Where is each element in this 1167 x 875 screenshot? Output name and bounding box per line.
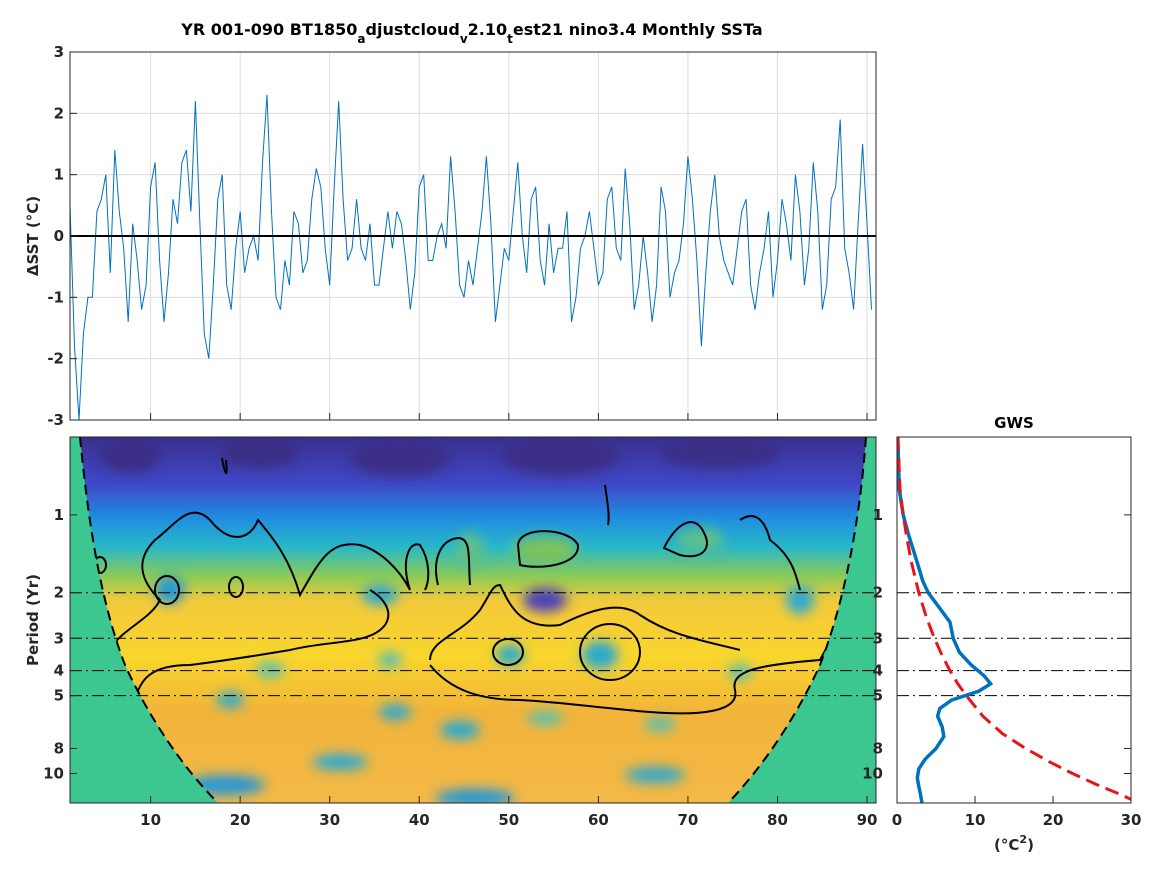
gws-spectrum-line — [897, 437, 994, 803]
wavelet-texture — [100, 437, 814, 803]
gws-red-noise-line — [897, 437, 1131, 802]
wavelet-axes-box — [69, 436, 877, 804]
wavelet-ytick-label-3: 3 — [54, 629, 64, 647]
wavelet-ytick-label-8: 8 — [54, 739, 64, 757]
coi-left — [70, 437, 218, 803]
gws-xtick-label-20: 20 — [1043, 811, 1064, 829]
timeseries-ytick-label-4: 1 — [54, 166, 64, 184]
chart-title: YR 001-090 BT1850adjustcloudv2.10test21 … — [180, 20, 762, 46]
gws-title: GWS — [994, 414, 1034, 432]
timeseries-ytick-label-5: 2 — [54, 104, 64, 122]
gws-ytick-label-10: 10 — [862, 765, 883, 783]
wavelet-xtick-label-30: 30 — [319, 811, 340, 829]
gws-ytick-label-5: 5 — [873, 687, 883, 705]
wavelet-ytick-label-10: 10 — [43, 765, 64, 783]
timeseries-ytick-label-1: -2 — [47, 350, 64, 368]
timeseries-ylabel: ΔSST (°C) — [24, 196, 42, 276]
gws-ytick-label-2: 2 — [873, 584, 883, 602]
timeseries-ytick-label-6: 3 — [54, 43, 64, 61]
wavelet-xtick-label-10: 10 — [140, 811, 161, 829]
wavelet-xtick-label-70: 70 — [677, 811, 698, 829]
wavelet-ytick-label-2: 2 — [54, 584, 64, 602]
gws-axes-box — [896, 436, 1132, 804]
gws-panel: 1 2 3 4 5 8 10 0 10 20 30 GWS (°C2) — [862, 414, 1141, 854]
wavelet-power-field — [70, 437, 876, 803]
wavelet-xtick-label-40: 40 — [409, 811, 430, 829]
timeseries-ytick-label-0: -3 — [47, 411, 64, 429]
wavelet-xtick-label-90: 90 — [857, 811, 878, 829]
gws-xtick-label-30: 30 — [1121, 811, 1142, 829]
gws-ytick-label-3: 3 — [873, 629, 883, 647]
gws-xtick-label-0: 0 — [892, 811, 902, 829]
wavelet-xtick-label-60: 60 — [588, 811, 609, 829]
wavelet-xtick-label-50: 50 — [498, 811, 519, 829]
timeseries-line — [70, 94, 872, 420]
timeseries-ytick-label-3: 0 — [54, 227, 64, 245]
gws-ytick-label-1: 1 — [873, 506, 883, 524]
wavelet-ylabel: Period (Yr) — [24, 574, 42, 666]
gws-ytick-label-4: 4 — [873, 662, 883, 680]
wavelet-ytick-label-1: 1 — [54, 506, 64, 524]
gws-xtick-label-10: 10 — [965, 811, 986, 829]
gws-plot-area — [897, 437, 1131, 803]
timeseries-panel: -3 -2 -1 0 1 2 3 ΔSST (°C) — [24, 43, 877, 429]
wavelet-panel: 1 2 3 4 5 8 10 10 20 30 40 50 60 70 80 90 Period (Yr) — [24, 436, 878, 829]
wavelet-ytick-label-4: 4 — [54, 662, 64, 680]
timeseries-ytick-label-2: -1 — [47, 288, 64, 306]
wavelet-xtick-label-80: 80 — [767, 811, 788, 829]
coi-right-boundary — [727, 437, 867, 803]
gws-xlabel: (°C2) — [994, 833, 1034, 854]
significance-contours — [93, 457, 851, 715]
coi-right — [728, 437, 876, 803]
wavelet-ytick-label-5: 5 — [54, 687, 64, 705]
coi-left-boundary — [79, 437, 219, 803]
gws-ytick-label-8: 8 — [873, 739, 883, 757]
wavelet-xtick-label-20: 20 — [230, 811, 251, 829]
